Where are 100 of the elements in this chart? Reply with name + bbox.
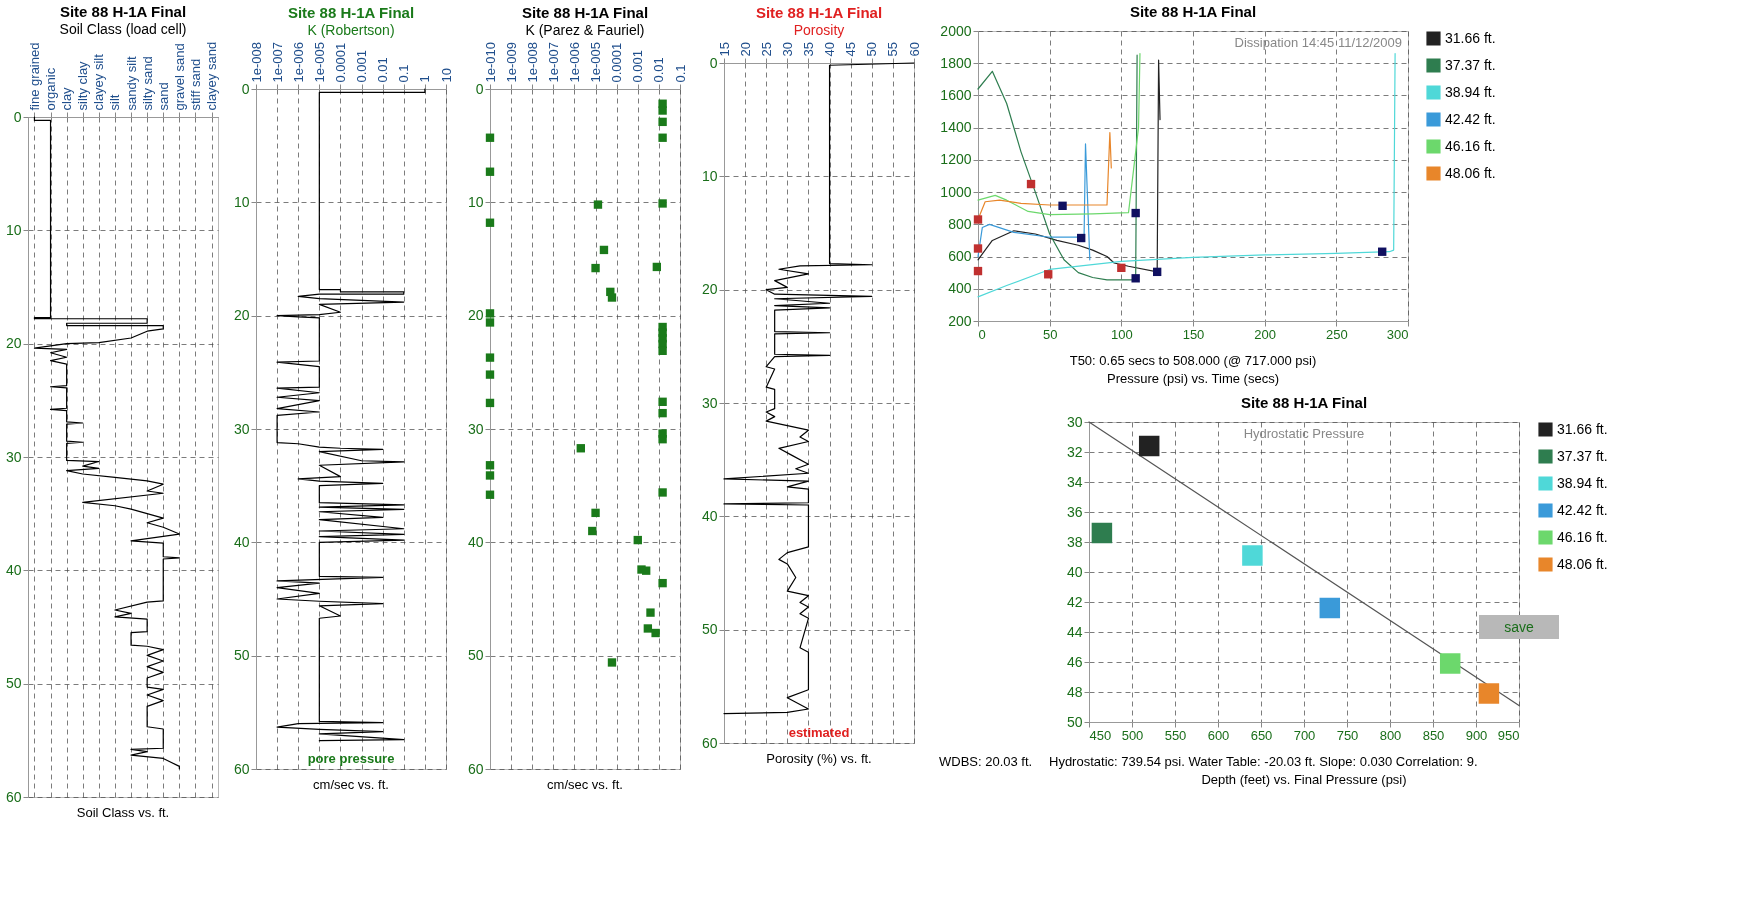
chart-title: Site 88 H-1A Final — [755, 3, 883, 21]
point — [973, 266, 983, 276]
chart-title: Site 88 H-1A Final — [1129, 3, 1257, 20]
x-tick-label: 700 — [1293, 727, 1316, 743]
chart-subtitle: Porosity — [793, 21, 845, 38]
y-tick-label: 10 — [233, 193, 250, 210]
x-tick-label: 100 — [1110, 326, 1133, 342]
x-tick-label: 850 — [1422, 727, 1445, 743]
x-tick-label: 0.1 — [672, 64, 688, 83]
legend-label: 37.37 ft. — [1557, 447, 1608, 464]
x-tick-label: 0.0001 — [332, 42, 348, 83]
y-tick-label: 2000 — [940, 22, 972, 39]
legend-label: 46.16 ft. — [1445, 137, 1496, 154]
point — [1152, 267, 1162, 277]
y-tick-label: 48 — [1066, 683, 1083, 700]
x-tick-label: 200 — [1254, 326, 1277, 342]
y-tick-label: 10 — [701, 167, 718, 184]
legend-label: 31.66 ft. — [1557, 420, 1608, 437]
legend-label: 37.37 ft. — [1445, 56, 1496, 73]
y-tick-label: 36 — [1066, 503, 1083, 520]
y-tick-label: 800 — [948, 215, 972, 232]
x-tick-label: 40 — [822, 42, 838, 57]
y-tick-label: 60 — [5, 788, 22, 805]
line-series — [723, 62, 915, 715]
y-tick-label: 46 — [1066, 653, 1083, 670]
x-tick-label: clay — [59, 86, 75, 111]
y-tick-label: 50 — [233, 647, 250, 664]
point — [1091, 522, 1113, 544]
x-tick-label: 1e-007 — [269, 42, 285, 83]
x-tick-label: 0.01 — [651, 57, 667, 83]
x-tick-label: sandy silt — [123, 55, 139, 111]
x-tick-label: 1e-009 — [503, 42, 519, 83]
x-tick-label: 450 — [1089, 727, 1112, 743]
x-tick-label: 0.01 — [375, 57, 391, 83]
legend-label: 46.16 ft. — [1557, 528, 1608, 545]
y-tick-label: 30 — [467, 420, 484, 437]
line-series — [977, 52, 1396, 298]
point — [1131, 274, 1140, 283]
x-tick-label: 800 — [1379, 727, 1402, 743]
y-tick-label: 10 — [5, 221, 22, 238]
chart-subtitle: K (Robertson) — [307, 21, 395, 38]
chart-subtitle: K (Parez & Fauriel) — [525, 21, 645, 38]
legend-label: 38.94 ft. — [1557, 474, 1608, 491]
annotation: pore pressure — [307, 751, 395, 766]
y-tick-label: 30 — [701, 394, 718, 411]
x-tick-label: sand — [155, 82, 171, 111]
x-axis-title: cm/sec vs. ft. — [547, 777, 623, 792]
y-tick-label: 50 — [1066, 713, 1083, 730]
x-tick-label: gravel sand — [171, 43, 187, 111]
y-tick-label: 60 — [467, 760, 484, 777]
line-series — [977, 143, 1091, 261]
point — [1378, 247, 1387, 256]
x-tick-label: 150 — [1182, 326, 1205, 342]
y-tick-label: 600 — [948, 248, 972, 265]
chart-title: Site 88 H-1A Final — [59, 3, 187, 21]
text: Hydrostatic: 739.54 psi. Water Table: -20.03 ft. Slope: 0.030 Correlation: 9. — [1049, 754, 1478, 769]
x-tick-label: 30 — [779, 42, 795, 57]
legend-label: 42.42 ft. — [1557, 501, 1608, 518]
x-tick-label: 45 — [843, 42, 859, 57]
x-tick-label: 0 — [978, 326, 986, 342]
x-tick-label: organic — [43, 67, 59, 111]
y-tick-label: 30 — [233, 420, 250, 437]
y-tick-label: 40 — [1066, 563, 1083, 580]
x-tick-label: 650 — [1250, 727, 1273, 743]
y-tick-label: 200 — [948, 312, 972, 329]
x-axis-title: Soil Class vs. ft. — [76, 805, 170, 820]
x-tick-label: stiff sand — [187, 58, 203, 111]
y-tick-label: 34 — [1066, 473, 1083, 490]
x-tick-label: 900 — [1465, 727, 1488, 743]
y-tick-label: 38 — [1066, 533, 1083, 550]
save-button[interactable]: save — [1479, 615, 1559, 639]
y-tick-label: 1600 — [940, 86, 972, 103]
point — [973, 215, 983, 224]
x-tick-label: 1e-006 — [290, 42, 306, 83]
point — [1242, 545, 1263, 566]
x-tick-label: 1e-006 — [566, 42, 582, 83]
x-tick-label: 1e-007 — [545, 42, 561, 83]
point — [1058, 201, 1067, 210]
x-tick-label: clayey silt — [91, 53, 107, 111]
y-tick-label: 400 — [948, 280, 972, 297]
x-tick-label: 250 — [1325, 326, 1348, 342]
y-tick-label: 10 — [467, 193, 484, 210]
point — [1319, 597, 1341, 619]
x-tick-label: 750 — [1336, 727, 1359, 743]
chart-subtitle: Soil Class (load cell) — [59, 21, 187, 38]
point — [1439, 653, 1461, 674]
x-tick-label: 35 — [800, 42, 816, 57]
point — [973, 244, 983, 253]
chart-title: Site 88 H-1A Final — [287, 3, 415, 21]
text: T50: 0.65 secs to 508.000 (@ 717.000 psi) — [1069, 353, 1317, 368]
x-tick-label: 15 — [716, 42, 732, 57]
x-tick-label: 1e-008 — [524, 42, 540, 83]
y-tick-label: 40 — [5, 561, 22, 578]
x-tick-label: 500 — [1121, 727, 1144, 743]
legend-label: 48.06 ft. — [1445, 164, 1496, 181]
chart-title: Site 88 H-1A Final — [521, 3, 649, 21]
text: WDBS: 20.03 ft. — [939, 754, 1033, 769]
x-tick-label: 0.1 — [396, 64, 412, 83]
y-tick-label: 60 — [233, 760, 250, 777]
legend-label: 31.66 ft. — [1445, 29, 1496, 46]
